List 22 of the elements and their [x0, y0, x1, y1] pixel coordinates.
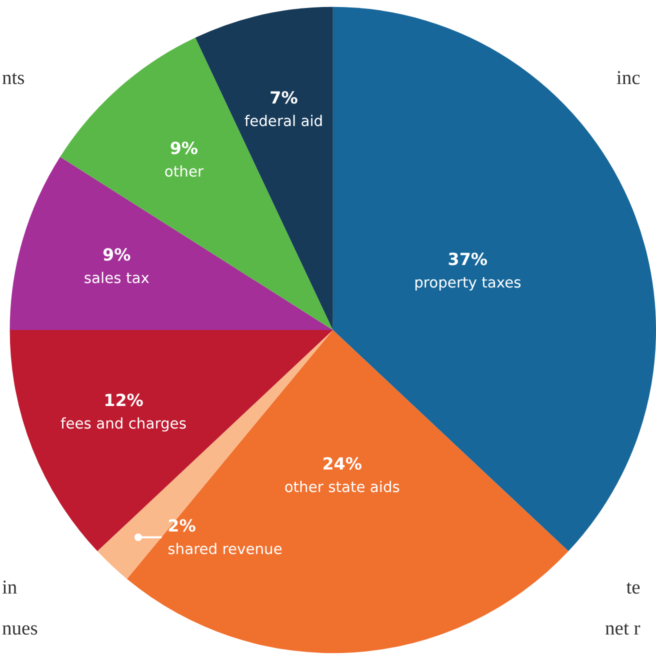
data-label: 37%	[448, 250, 488, 269]
text: te	[626, 577, 641, 598]
slice-label: property taxes	[414, 274, 522, 292]
pie-slice	[60, 38, 333, 330]
slice-label: shared revenue	[168, 540, 282, 558]
data-label: 12%	[104, 391, 144, 410]
slice-label: other state aids	[284, 479, 400, 496]
slice-label: sales tax	[84, 270, 150, 287]
text: in	[2, 577, 18, 598]
data-label: 9%	[102, 245, 132, 264]
text: inc	[616, 68, 641, 90]
data-label: 24%	[322, 454, 362, 474]
slice-label: other	[164, 164, 204, 181]
pie-slice	[10, 156, 333, 330]
text: nues	[2, 618, 38, 640]
data-label: 9%	[170, 139, 198, 158]
slice-label: fees and charges	[60, 416, 186, 433]
slice-label: federal aid	[244, 112, 324, 130]
data-label: 2%	[168, 516, 196, 536]
data-label: 7%	[270, 88, 298, 108]
text: net r	[604, 618, 641, 640]
text: nts	[2, 68, 25, 90]
